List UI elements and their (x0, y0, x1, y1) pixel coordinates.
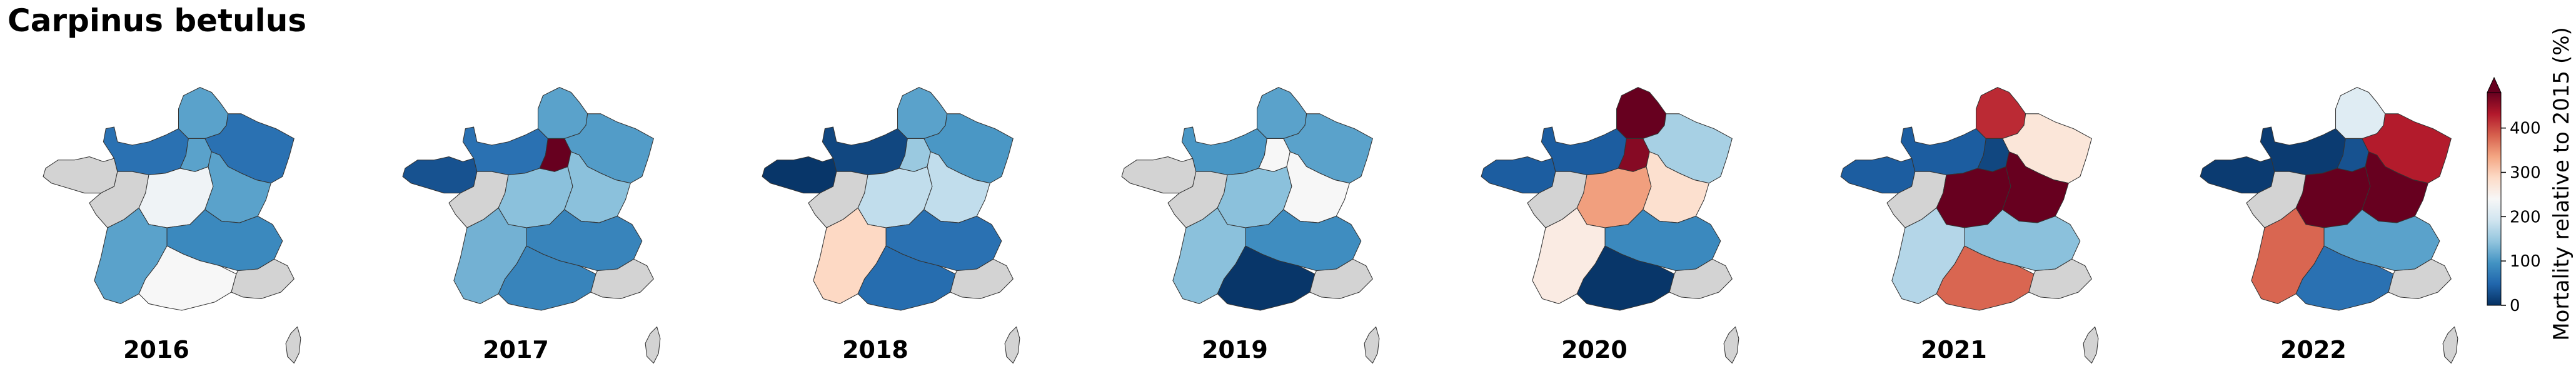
region-bretagne-2019 (1121, 156, 1197, 194)
region-ile-de-france-2021 (1977, 138, 2010, 172)
year-label-2021: 2021 (1921, 336, 1987, 363)
region-provence-alpes-cote-d-azur-2017 (590, 258, 654, 300)
colorbar-gradient (2487, 92, 2502, 306)
region-bretagne-2017 (402, 156, 478, 194)
region-bretagne-2021 (1840, 156, 1916, 194)
region-normandie-2018 (822, 126, 908, 176)
region-bretagne-2016 (43, 156, 118, 194)
map-2018: 2018 (762, 87, 1020, 364)
map-2017: 2017 (402, 87, 661, 364)
region-ile-de-france-2017 (539, 138, 571, 172)
map-2022: 2022 (2200, 87, 2458, 364)
colorbar-tick-label-100: 100 (2510, 252, 2541, 271)
region-provence-alpes-cote-d-azur-2022 (2388, 258, 2452, 300)
map-2019: 2019 (1121, 87, 1380, 364)
region-bretagne-2022 (2200, 156, 2275, 194)
region-ile-de-france-2019 (1258, 138, 1291, 172)
colorbar-tick-label-200: 200 (2510, 208, 2541, 226)
region-provence-alpes-cote-d-azur-2016 (231, 258, 294, 300)
region-provence-alpes-cote-d-azur-2018 (950, 258, 1014, 300)
region-normandie-2019 (1181, 126, 1267, 176)
region-corse-2016 (285, 326, 301, 364)
region-hauts-de-france-2017 (537, 87, 588, 139)
map-2021: 2021 (1840, 87, 2099, 364)
colorbar-label: Mortality relative to 2015 (%) (2549, 27, 2574, 341)
region-normandie-2020 (1541, 126, 1627, 176)
region-hauts-de-france-2016 (178, 87, 229, 139)
region-corse-2018 (1004, 326, 1020, 364)
year-label-2019: 2019 (1202, 336, 1268, 363)
region-hauts-de-france-2020 (1616, 87, 1667, 139)
region-corse-2022 (2442, 326, 2458, 364)
region-bretagne-2020 (1481, 156, 1556, 194)
colorbar-extend-arrow (2487, 76, 2502, 93)
colorbar: 0 100 200 300 400 Mortality relative to 2015 … (2487, 27, 2574, 341)
map-2020: 2020 (1481, 87, 1739, 364)
region-hauts-de-france-2019 (1256, 87, 1307, 139)
region-provence-alpes-cote-d-azur-2019 (1309, 258, 1373, 300)
region-ile-de-france-2018 (898, 138, 931, 172)
year-label-2018: 2018 (842, 336, 908, 363)
region-normandie-2022 (2260, 126, 2346, 176)
colorbar-tick-label-400: 400 (2510, 119, 2541, 138)
region-bretagne-2018 (762, 156, 837, 194)
region-corse-2019 (1364, 326, 1380, 364)
region-corse-2020 (1723, 326, 1739, 364)
region-hauts-de-france-2022 (2335, 87, 2386, 139)
colorbar-tick-label-0: 0 (2510, 297, 2520, 315)
region-provence-alpes-cote-d-azur-2020 (1669, 258, 1733, 300)
region-ile-de-france-2022 (2337, 138, 2369, 172)
region-corse-2021 (2083, 326, 2099, 364)
region-normandie-2016 (103, 126, 189, 176)
map-2016: 2016 (43, 87, 301, 364)
region-corse-2017 (645, 326, 661, 364)
year-label-2022: 2022 (2280, 336, 2347, 363)
chart-title: Carpinus betulus (8, 3, 307, 39)
colorbar-tick-label-300: 300 (2510, 164, 2541, 183)
region-ile-de-france-2020 (1618, 138, 1650, 172)
region-hauts-de-france-2018 (897, 87, 948, 139)
year-label-2020: 2020 (1561, 336, 1628, 363)
region-normandie-2021 (1900, 126, 1986, 176)
region-provence-alpes-cote-d-azur-2021 (2028, 258, 2092, 300)
year-label-2017: 2017 (483, 336, 549, 363)
region-normandie-2017 (462, 126, 548, 176)
region-ile-de-france-2016 (179, 138, 212, 172)
year-label-2016: 2016 (123, 336, 189, 363)
region-hauts-de-france-2021 (1975, 87, 2026, 139)
